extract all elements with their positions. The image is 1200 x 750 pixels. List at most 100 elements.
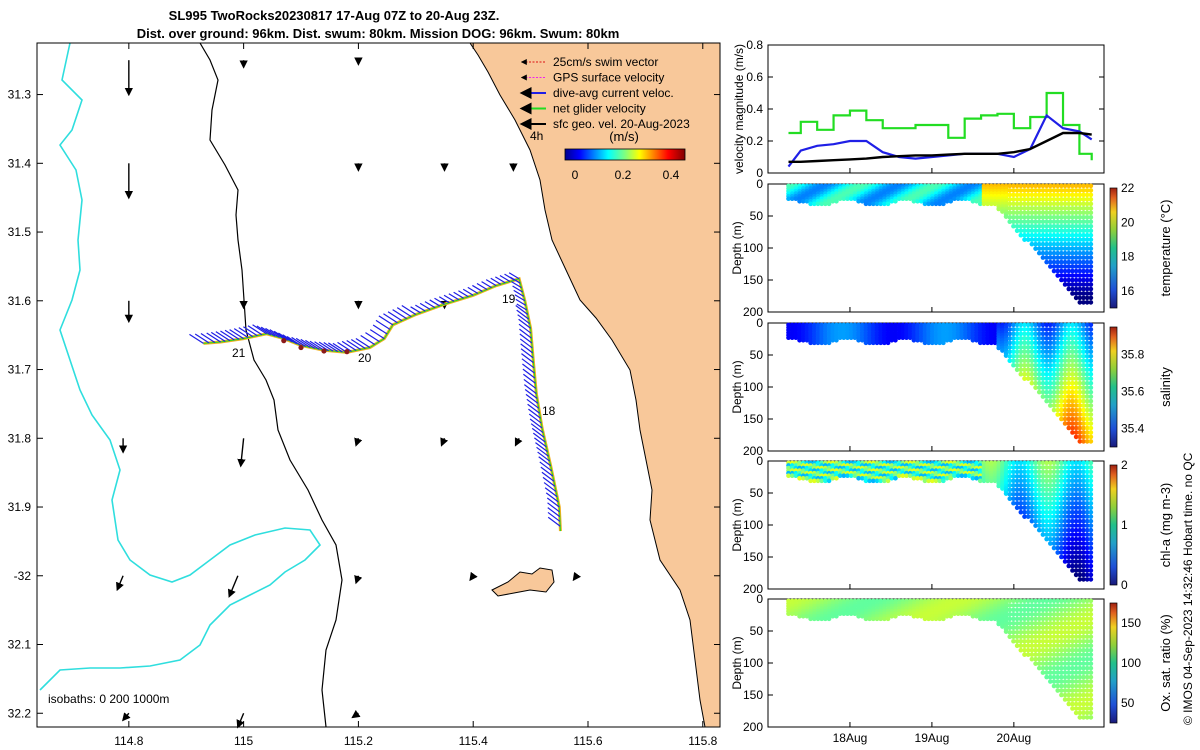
section-point	[1081, 268, 1086, 274]
legend-item-label: 25cm/s swim vector	[553, 55, 658, 69]
dive-vector	[525, 393, 539, 404]
section-point	[1084, 197, 1090, 202]
section-point	[1055, 223, 1060, 229]
dive-vector	[542, 476, 556, 487]
section-point	[1062, 282, 1068, 287]
section-point	[1073, 421, 1079, 426]
section-point	[1088, 250, 1094, 256]
dive-vector	[365, 332, 380, 343]
section-point	[1077, 367, 1083, 373]
dive-vector	[518, 318, 531, 329]
section-point	[1059, 241, 1064, 247]
dive-vector	[523, 378, 537, 389]
section-point	[1084, 385, 1090, 390]
section-point	[1014, 201, 1020, 207]
section-point	[841, 196, 847, 202]
section-point	[1018, 223, 1024, 229]
section-point	[1059, 349, 1064, 355]
section-point	[1059, 353, 1064, 359]
section-point	[1081, 371, 1086, 377]
section-point	[800, 475, 806, 481]
section-point	[1014, 223, 1020, 229]
section-point	[1011, 201, 1016, 207]
section-point	[1070, 385, 1075, 390]
section-point	[1025, 362, 1031, 368]
section-point	[1018, 469, 1024, 475]
section-point	[1070, 246, 1075, 251]
section-point	[1088, 246, 1094, 251]
section-point	[1070, 183, 1075, 189]
section-point	[1022, 376, 1027, 381]
section-point	[789, 473, 795, 479]
section-point	[1000, 348, 1005, 353]
section-point	[1040, 255, 1046, 260]
section-point	[1029, 214, 1035, 220]
section-point	[1029, 206, 1035, 211]
section-point	[1059, 398, 1064, 404]
section-point	[1040, 246, 1046, 251]
section-point	[1007, 206, 1013, 211]
swim-marker	[281, 338, 287, 344]
section-point	[1036, 340, 1042, 346]
footer-credit: © IMOS 04-Sep-2023 14:32:46 Hobart time.…	[1181, 452, 1195, 725]
section-point	[1062, 407, 1068, 413]
section-point	[893, 198, 898, 204]
section-point	[1088, 197, 1094, 202]
section-point	[1040, 385, 1046, 390]
section-point	[1040, 353, 1046, 359]
section-point	[1077, 380, 1083, 386]
section-point	[1055, 362, 1060, 368]
section-point	[1088, 398, 1094, 404]
section-point	[1077, 394, 1083, 399]
section-point	[800, 198, 806, 204]
section-point	[1062, 188, 1068, 193]
section-point	[826, 201, 832, 207]
section-point	[959, 335, 965, 341]
section-point	[830, 475, 836, 481]
section-point	[1007, 201, 1013, 207]
section-point	[1018, 358, 1024, 364]
section-point	[1059, 327, 1064, 332]
section-point	[1077, 241, 1083, 247]
section-point	[1066, 214, 1072, 220]
section-point	[1051, 376, 1057, 381]
section-point	[1073, 192, 1079, 198]
section-point	[1033, 353, 1038, 359]
section-point	[1059, 255, 1064, 260]
section-point	[1062, 246, 1068, 251]
dive-vector	[527, 403, 540, 414]
section-point	[1062, 201, 1068, 207]
colorbar-tick-label: 16	[1121, 284, 1135, 298]
dive-vector	[387, 311, 403, 322]
section-point	[1029, 228, 1035, 234]
section-point	[1066, 362, 1072, 368]
section-point	[1051, 336, 1057, 341]
section-point	[1070, 214, 1075, 220]
section-point	[944, 198, 950, 204]
section-point	[1088, 331, 1094, 337]
section-point	[1077, 412, 1083, 417]
dive-vector	[295, 337, 311, 348]
section-point	[1084, 219, 1090, 225]
section-point	[1088, 688, 1094, 693]
section-point	[885, 201, 891, 207]
section-point	[1088, 219, 1094, 225]
section-point	[1048, 219, 1053, 225]
section-ylabel: Depth (m)	[730, 360, 744, 413]
section-point	[1066, 201, 1072, 207]
section-point	[859, 198, 865, 204]
section-point	[800, 337, 806, 343]
section-point	[977, 340, 983, 346]
dive-vector	[547, 511, 561, 522]
section-point	[1033, 188, 1038, 193]
section-point	[1022, 183, 1027, 189]
section-point	[1066, 331, 1072, 337]
section-point	[1088, 554, 1094, 560]
section-point	[1066, 416, 1072, 422]
dive-vector	[453, 291, 464, 299]
section-point	[1033, 219, 1038, 225]
section-point	[1088, 518, 1094, 524]
dive-vector	[516, 309, 530, 320]
map-ytick-label: 31.5	[8, 225, 32, 239]
section-point	[1033, 327, 1038, 332]
